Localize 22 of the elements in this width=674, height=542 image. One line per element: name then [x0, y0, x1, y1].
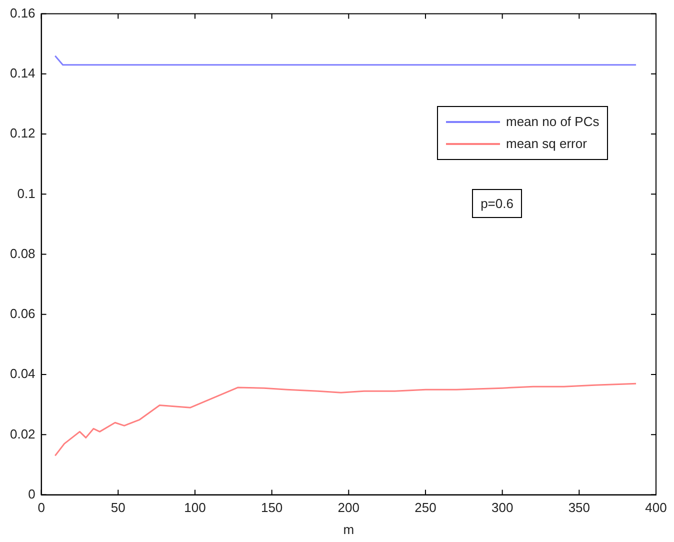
x-tick-label: 200 [338, 500, 360, 516]
x-tick-label: 250 [414, 500, 436, 516]
legend-label: mean no of PCs [506, 114, 600, 130]
x-tick-label: 400 [645, 500, 667, 516]
y-tick-label: 0.12 [10, 126, 36, 141]
y-tick-label: 0.14 [10, 66, 36, 81]
x-tick-label: 300 [491, 500, 514, 516]
legend-label: mean sq error [506, 136, 587, 152]
x-tick-label: 100 [184, 500, 206, 516]
y-tick-label: 0.06 [10, 306, 36, 322]
y-tick-label: 0.16 [10, 5, 36, 20]
y-tick-label: 0.04 [10, 366, 36, 382]
x-axis-title: m [343, 522, 354, 537]
x-tick-label: 150 [260, 500, 283, 516]
y-tick-label: 0 [28, 486, 36, 502]
x-tick-label: 0 [38, 500, 45, 516]
y-tick-label: 0.1 [17, 186, 36, 201]
annotation: p=0.6 [472, 188, 522, 218]
y-tick-label: 0.08 [10, 246, 36, 261]
x-tick-label: 50 [110, 500, 126, 516]
x-tick-label: 350 [568, 500, 590, 516]
y-tick-label: 0.02 [10, 426, 36, 442]
